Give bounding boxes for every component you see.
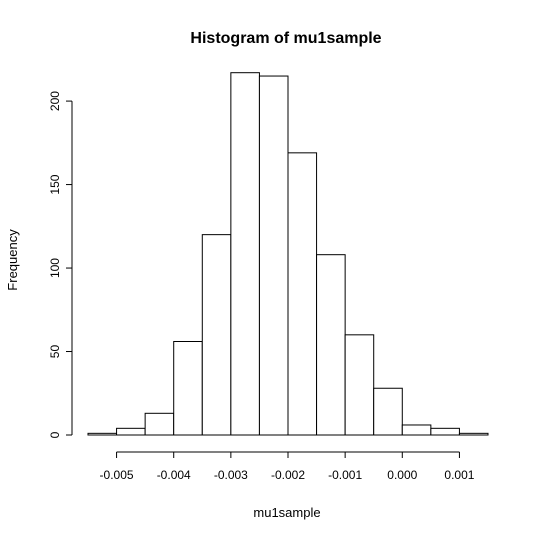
x-tick-label: -0.005: [100, 468, 134, 482]
histogram-bar: [144, 412, 175, 436]
histogram-bar: [401, 424, 432, 436]
histogram-bar: [373, 387, 403, 436]
histogram-bar: [87, 432, 118, 436]
chart-title: Histogram of mu1sample: [190, 30, 381, 47]
x-tick-label: 0.001: [444, 468, 474, 482]
histogram-bar: [316, 254, 346, 436]
y-tick-label: 150: [48, 174, 62, 194]
y-tick-label: 100: [48, 258, 62, 278]
x-tick-label: -0.004: [157, 468, 191, 482]
bars: [87, 72, 489, 436]
y-tick-label: 50: [48, 345, 62, 359]
histogram-bar: [258, 75, 289, 436]
y-tick-label: 200: [48, 91, 62, 111]
y-tick-label: 0: [48, 431, 62, 438]
histogram-bar: [287, 152, 318, 436]
x-tick-label: -0.001: [328, 468, 362, 482]
histogram-bar: [430, 427, 460, 436]
histogram-bar: [458, 432, 489, 436]
y-axis: 0 50 100 150 200: [48, 91, 73, 438]
x-axis: -0.005 -0.004 -0.003 -0.002 -0.001 0.000 0.001: [100, 451, 475, 482]
histogram-bar: [201, 234, 232, 436]
histogram-bar: [116, 427, 146, 436]
histogram-bar: [173, 341, 203, 436]
histogram-bar: [230, 72, 260, 436]
x-tick-label: -0.002: [271, 468, 305, 482]
x-tick-label: 0.000: [387, 468, 417, 482]
x-axis-label: mu1sample: [253, 505, 320, 520]
x-tick-label: -0.003: [214, 468, 248, 482]
histogram-bar: [344, 334, 375, 436]
y-axis-label: Frequency: [5, 229, 20, 291]
